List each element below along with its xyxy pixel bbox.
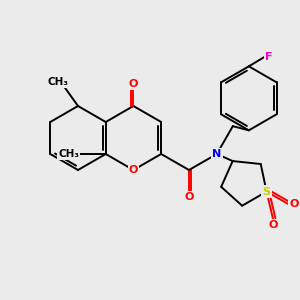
Text: S: S	[262, 187, 271, 196]
Text: F: F	[265, 52, 273, 62]
Text: O: O	[268, 220, 278, 230]
Text: CH₃: CH₃	[47, 76, 68, 87]
Text: O: O	[129, 165, 138, 175]
Text: N: N	[212, 149, 221, 159]
Text: O: O	[289, 200, 299, 209]
Text: CH₃: CH₃	[58, 149, 79, 159]
Text: O: O	[129, 79, 138, 89]
Text: O: O	[184, 192, 194, 202]
